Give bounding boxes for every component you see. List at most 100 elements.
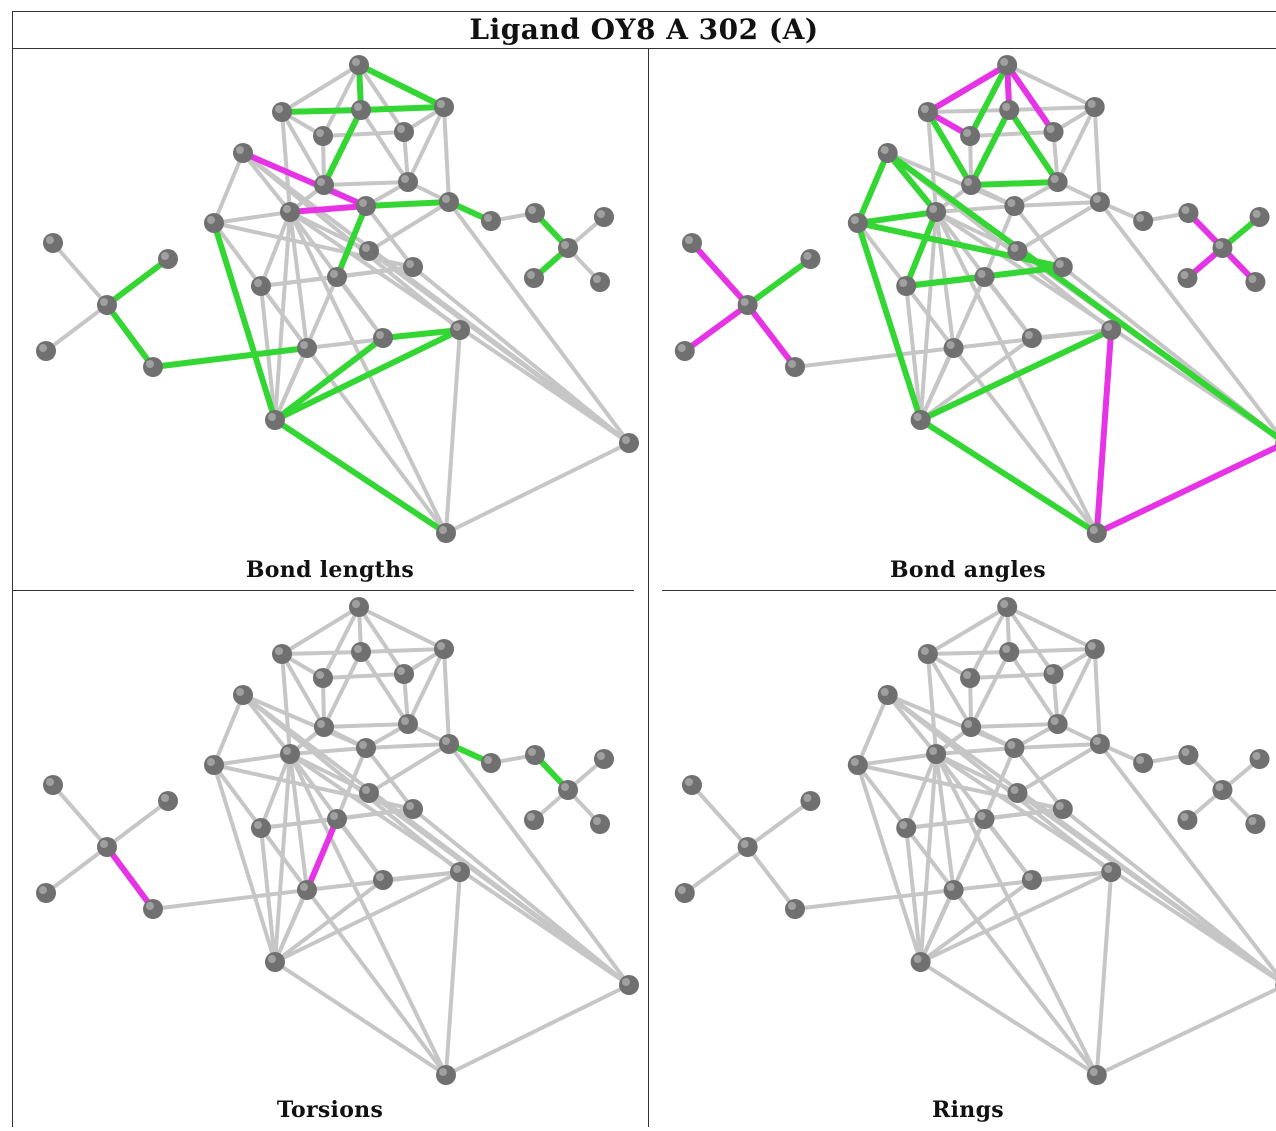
bond-layer — [44, 62, 631, 536]
atom — [356, 196, 376, 216]
atom — [1021, 870, 1042, 890]
atom — [1043, 122, 1064, 142]
bond-outlier — [240, 150, 369, 209]
atom — [910, 410, 931, 430]
atom — [394, 664, 414, 684]
atom-highlight — [275, 647, 283, 655]
bond — [322, 180, 410, 187]
atom — [351, 642, 371, 662]
atom-highlight — [300, 341, 308, 349]
atom — [997, 55, 1018, 75]
atom — [1212, 238, 1233, 258]
atom — [327, 809, 347, 829]
bond — [273, 346, 309, 422]
atom — [1047, 172, 1068, 192]
bond — [904, 826, 956, 892]
atom — [558, 238, 578, 258]
atom — [1101, 862, 1122, 882]
atom — [1177, 268, 1198, 288]
panel-caption: Torsions — [276, 1097, 384, 1123]
atom — [943, 880, 964, 900]
atom-highlight — [597, 752, 605, 760]
bond — [934, 204, 1017, 214]
molecule-diagram — [674, 55, 1276, 543]
bond — [904, 752, 939, 830]
bond — [444, 328, 462, 535]
atom — [594, 207, 614, 227]
atom-highlight — [528, 748, 536, 756]
bond — [357, 63, 406, 134]
bond — [745, 799, 813, 849]
atom-highlight — [401, 175, 409, 183]
atom-highlight — [593, 275, 601, 283]
atom-highlight — [354, 103, 362, 111]
bond-ok — [884, 150, 1276, 440]
bond-ok — [854, 209, 940, 226]
atom — [349, 55, 369, 75]
atom-highlight — [1055, 802, 1064, 810]
atom-highlight — [316, 129, 324, 137]
atom-highlight — [406, 260, 414, 268]
atom — [265, 952, 285, 972]
bond — [280, 63, 361, 114]
column-divider — [648, 49, 649, 1127]
atom-highlight — [963, 129, 972, 137]
atom — [877, 685, 898, 705]
atom-highlight — [1215, 241, 1224, 249]
atom-highlight — [362, 244, 370, 252]
atom — [1133, 753, 1154, 773]
atom-highlight — [442, 737, 450, 745]
bond — [1007, 650, 1060, 726]
atom-highlight — [283, 205, 291, 213]
atom — [143, 899, 163, 919]
atom-highlight — [527, 813, 535, 821]
atom-highlight — [929, 747, 938, 755]
atom-highlight — [561, 783, 569, 791]
bond-ok — [1006, 107, 1061, 185]
atom-highlight — [316, 671, 324, 679]
atom-highlight — [359, 741, 367, 749]
bond — [241, 693, 368, 750]
panel-bond-angles: Bond angles — [650, 49, 1276, 589]
atom-highlight — [437, 100, 445, 108]
atom-highlight — [561, 241, 569, 249]
atom-highlight — [354, 645, 362, 653]
bond — [447, 200, 631, 445]
atom-highlight — [929, 205, 938, 213]
bond — [364, 204, 415, 269]
bond — [241, 151, 292, 214]
bond-ok — [917, 327, 1115, 423]
bond — [1092, 647, 1102, 746]
atom-highlight — [1000, 600, 1009, 608]
atom-highlight — [161, 794, 169, 802]
bond — [982, 275, 1034, 340]
bond — [885, 693, 1017, 750]
atom — [1004, 738, 1025, 758]
atom — [1101, 320, 1122, 340]
panel-torsions: Torsions — [12, 591, 648, 1131]
atom — [1047, 714, 1068, 734]
atom-highlight — [300, 883, 308, 891]
bond-ok — [924, 109, 975, 188]
atom-highlight — [275, 105, 283, 113]
bond — [321, 672, 406, 680]
bond-layer — [44, 605, 631, 1077]
bond-layer — [681, 62, 1276, 536]
bond — [1005, 605, 1097, 651]
bond-outlier — [1004, 62, 1057, 135]
atom-highlight — [677, 886, 686, 894]
atom-highlight — [207, 216, 215, 224]
bond-outlier — [1093, 444, 1276, 536]
atom — [97, 295, 117, 315]
atom — [594, 749, 614, 769]
atom — [681, 233, 702, 253]
bond — [1015, 249, 1276, 439]
atom-highlight — [964, 178, 973, 186]
bond — [280, 110, 292, 214]
atom-highlight — [913, 413, 922, 421]
atom-highlight — [330, 270, 338, 278]
atom — [439, 734, 459, 754]
atom-layer — [36, 55, 639, 543]
atom-highlight — [1010, 244, 1019, 252]
bond — [925, 108, 1012, 114]
